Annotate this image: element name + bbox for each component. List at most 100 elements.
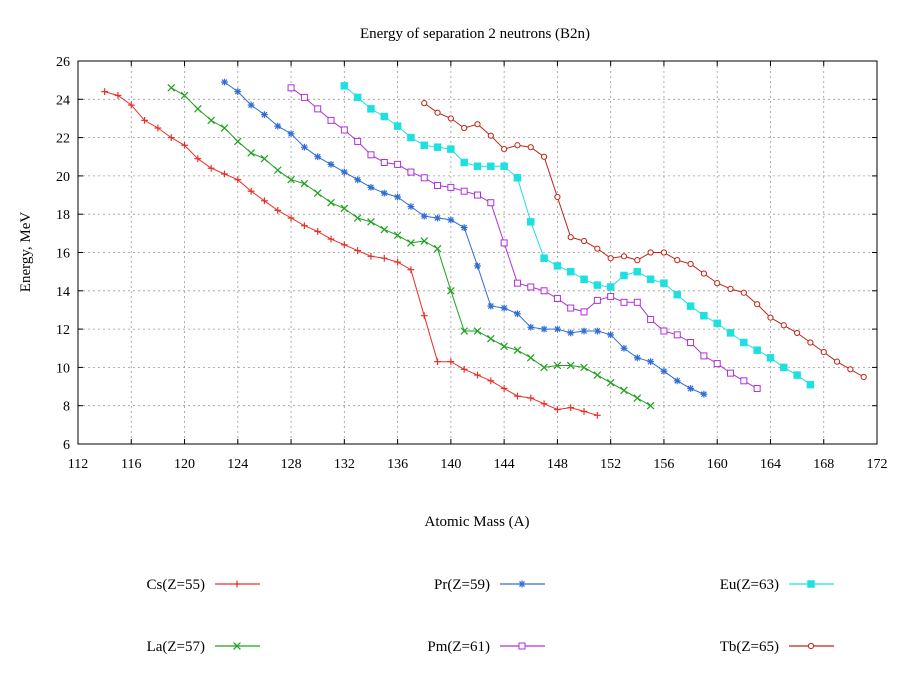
y-tick-label: 22 [56,132,70,147]
data-point [714,280,721,287]
data-point [394,258,401,266]
data-point [367,252,375,260]
data-point [580,408,588,415]
x-tick-label: 132 [334,457,355,472]
legend-label: La(Z=57) [147,639,205,655]
data-point [593,411,601,419]
y-tick-label: 6 [63,438,70,453]
data-point [513,279,521,287]
legend: Cs(Z=55) La(Z=57) Pr(Z=59) Pm(Z=61) Eu(Z=63)… [147,577,834,655]
data-point [820,348,827,356]
data-point [754,301,761,308]
data-point [580,308,588,316]
data-point [167,134,175,141]
data-point [314,228,322,235]
x-tick-label: 160 [707,457,728,472]
data-point [687,260,694,268]
data-point [660,367,668,375]
data-point [554,406,561,413]
legend-entry: Tb(Z=65) [720,639,834,655]
data-point [500,239,508,247]
chart-title: Energy of separation 2 neutrons (B2n) [360,26,590,42]
data-point [647,249,654,256]
data-point [434,109,441,116]
data-point [141,116,148,124]
data-point [340,241,348,249]
data-point [287,84,295,92]
data-point [740,338,748,347]
data-point [540,287,548,295]
x-tick-label: 148 [547,457,568,472]
data-point [593,371,602,379]
data-point [806,380,815,389]
data-point [287,130,295,138]
data-point [114,92,122,99]
data-point [474,262,481,270]
y-tick-label: 12 [56,323,70,338]
data-point [300,179,309,188]
data-point [247,101,255,109]
data-point [514,142,521,149]
y-tick-label: 18 [56,208,70,223]
data-point [673,331,681,339]
data-point [607,293,615,301]
data-point [633,354,641,362]
data-point [753,346,761,354]
data-point [340,126,348,134]
series-layer [101,78,867,419]
data-point [700,311,708,320]
x-tick-label: 124 [227,457,248,472]
data-point [367,218,375,226]
x-tick-label: 120 [174,457,195,472]
data-point [780,322,787,329]
data-point [407,239,415,247]
data-point [460,187,468,195]
data-point [273,166,282,174]
data-point [794,329,801,337]
data-point [527,323,535,331]
data-point [514,310,521,318]
legend-label: Cs(Z=55) [147,577,205,593]
data-point [647,316,655,324]
data-point [540,363,548,372]
data-point [487,162,495,171]
data-point [687,385,694,392]
data-point [540,325,548,333]
data-point [154,124,162,132]
data-point [313,189,322,197]
x-tick-label: 140 [440,457,461,472]
data-point [287,214,295,222]
data-point [447,358,455,366]
data-point [633,267,642,276]
data-point [807,642,815,650]
data-point [554,325,561,333]
y-tick-label: 10 [56,361,70,376]
data-point [354,137,362,145]
data-point [207,116,215,125]
data-point [327,235,335,243]
data-point [593,327,601,335]
data-point [101,88,109,96]
data-point [407,203,415,210]
data-point [433,143,442,151]
x-tick-label: 152 [600,457,621,472]
data-point [553,262,562,270]
data-point [607,255,614,262]
data-point [233,137,242,146]
data-point [261,197,268,205]
x-tick-label: 156 [653,457,674,472]
legend-label: Eu(Z=63) [720,577,779,593]
data-point [766,354,775,362]
data-point [518,580,526,588]
data-point [633,298,641,306]
grid [78,61,877,444]
data-point [527,218,535,226]
data-point [287,175,295,184]
data-point [713,319,721,328]
series-3 [287,84,761,392]
data-point [780,363,788,372]
data-point [847,366,854,373]
data-point [447,216,455,224]
data-point [634,257,641,264]
data-point [833,358,841,365]
